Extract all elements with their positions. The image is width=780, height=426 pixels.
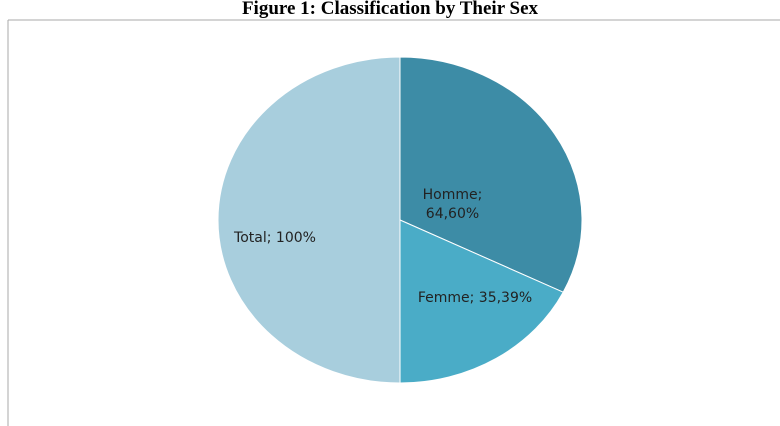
pie-slice [399,56,583,293]
pie-slice [399,219,564,384]
data-label: Femme; 35,39% [417,290,533,306]
data-label: Total; 100% [234,230,316,246]
data-label: Homme; 64,60% [422,187,483,222]
pie [217,56,583,384]
pie-slice [217,56,401,384]
chart-title: Figure 1: Classification by Their Sex [242,0,539,19]
